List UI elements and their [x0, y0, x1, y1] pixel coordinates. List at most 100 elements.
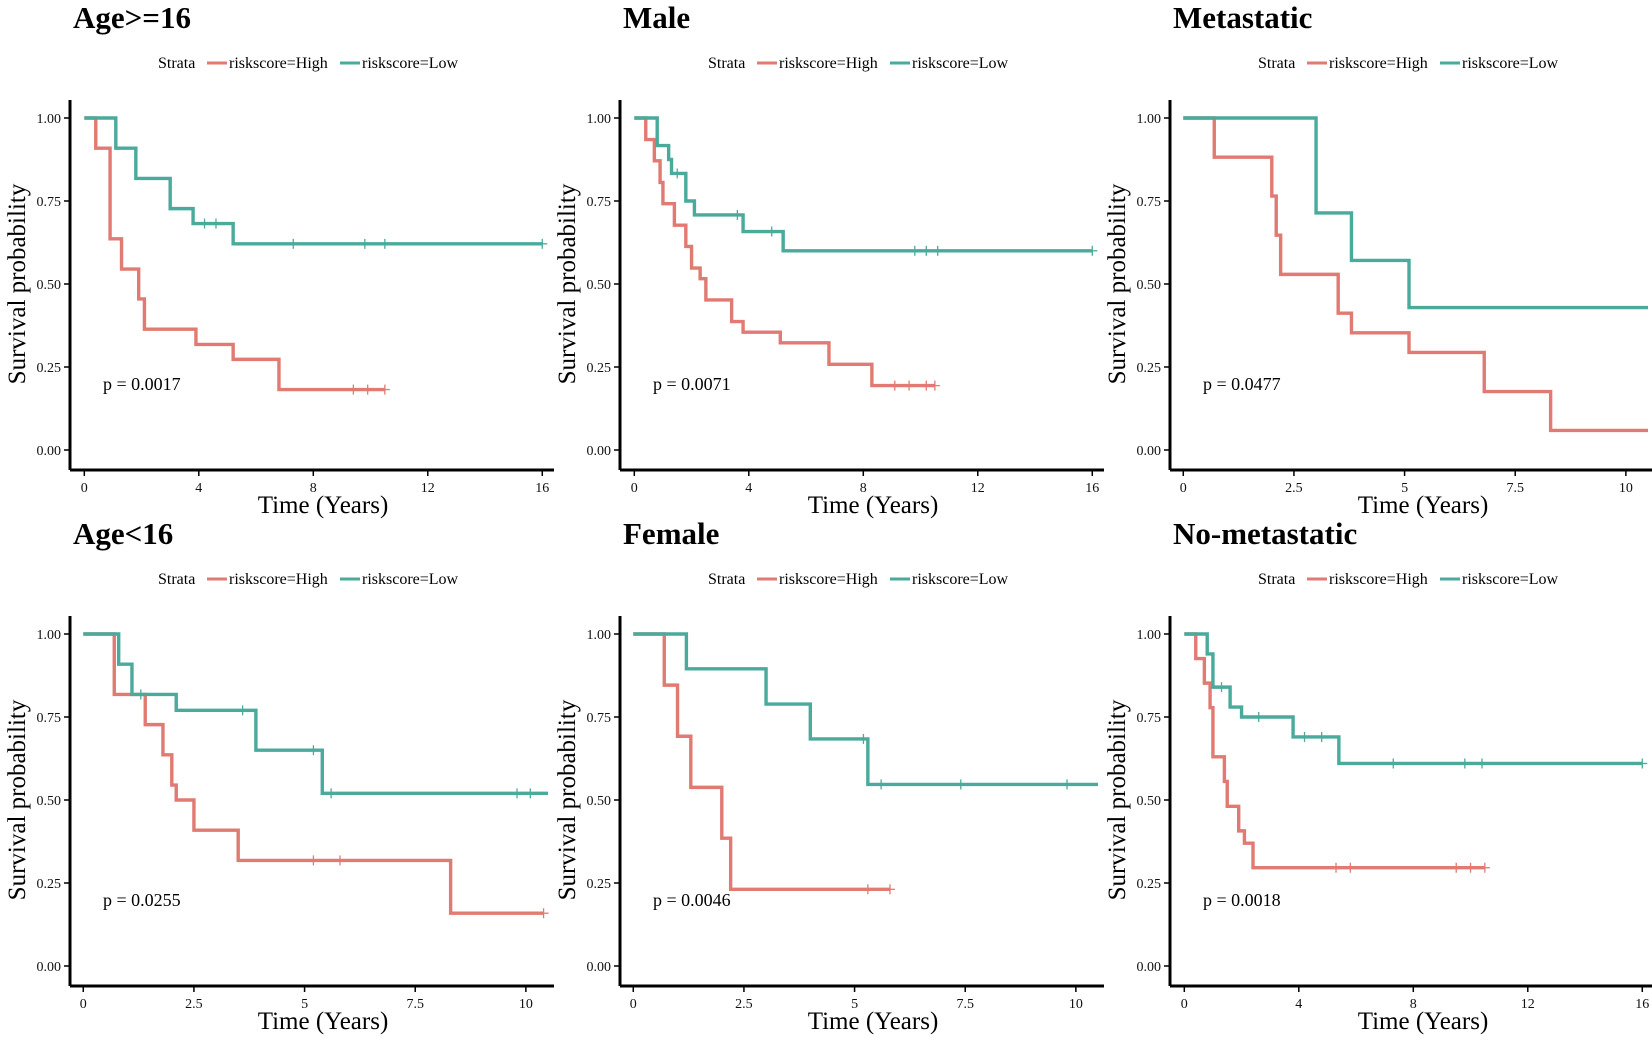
y-axis-title: Survival probability: [1104, 183, 1131, 384]
y-tick-label: 0.75: [37, 195, 62, 210]
x-tick-label: 5: [851, 997, 858, 1012]
y-tick-label: 0.00: [1137, 444, 1162, 459]
y-tick-label: 0.50: [587, 794, 612, 809]
x-axis-title: Time (Years): [808, 492, 939, 519]
x-axis-title: Time (Years): [808, 1008, 939, 1035]
km-panel-5: Female Strata riskscore=High riskscore=Low 0…: [554, 516, 1104, 1035]
curve-low-risk: [84, 116, 543, 246]
x-axis-title: Time (Years): [1358, 1008, 1489, 1035]
y-tick-label: 0.25: [587, 361, 612, 376]
y-tick-label: 0.50: [37, 794, 62, 809]
curve-low-risk: [83, 632, 548, 796]
x-tick-label: 12: [971, 481, 985, 496]
legend: Strata riskscore=High riskscore=Low: [708, 55, 1009, 72]
y-tick-label: 0.75: [1137, 711, 1162, 726]
curve-high-risk: [634, 116, 935, 388]
p-value: p = 0.0255: [103, 890, 181, 910]
curve-low-risk: [1184, 632, 1643, 766]
km-panel-3: Metastatic Strata riskscore=High riskscore=…: [1104, 0, 1652, 519]
y-tick-label: 0.25: [1137, 877, 1162, 892]
x-tick-label: 0: [630, 997, 637, 1012]
legend-entry-low: riskscore=Low: [912, 571, 1009, 588]
y-tick-label: 1.00: [37, 628, 62, 643]
x-tick-label: 0: [631, 481, 638, 496]
legend-entry-high: riskscore=High: [779, 571, 878, 588]
x-tick-label: 2.5: [735, 997, 753, 1012]
y-tick-label: 0.25: [587, 877, 612, 892]
legend-entry-high: riskscore=High: [1329, 55, 1428, 72]
x-tick-label: 10: [1069, 997, 1083, 1012]
y-tick-label: 0.50: [37, 278, 62, 293]
y-tick-label: 0.00: [587, 960, 612, 975]
curve-high-risk: [1183, 116, 1648, 433]
x-tick-label: 10: [1619, 481, 1633, 496]
legend-entry-high: riskscore=High: [779, 55, 878, 72]
legend-title: Strata: [1258, 55, 1295, 72]
x-tick-label: 2.5: [185, 997, 203, 1012]
curve-low-risk: [634, 116, 1093, 253]
legend: Strata riskscore=High riskscore=Low: [158, 55, 459, 72]
x-axis-title: Time (Years): [258, 492, 389, 519]
x-tick-label: 0: [81, 481, 88, 496]
y-tick-label: 1.00: [587, 628, 612, 643]
x-tick-label: 16: [1085, 481, 1099, 496]
x-tick-label: 2.5: [1285, 481, 1303, 496]
x-tick-label: 10: [519, 997, 533, 1012]
x-tick-label: 0: [80, 997, 87, 1012]
p-value: p = 0.0018: [1203, 890, 1281, 910]
y-axis-title: Survival probability: [554, 699, 581, 900]
y-axis-title: Survival probability: [4, 183, 31, 384]
curve-high-risk: [84, 116, 385, 392]
p-value: p = 0.0046: [653, 890, 731, 910]
legend: Strata riskscore=High riskscore=Low: [158, 571, 459, 588]
x-tick-label: 12: [421, 481, 435, 496]
x-tick-label: 0: [1180, 481, 1187, 496]
km-panel-4: Age<16 Strata riskscore=High riskscore=Low 0…: [4, 516, 554, 1035]
x-axis-title: Time (Years): [258, 1008, 389, 1035]
p-value: p = 0.0071: [653, 374, 731, 394]
y-tick-label: 0.75: [587, 711, 612, 726]
y-tick-label: 0.25: [37, 877, 62, 892]
x-tick-label: 5: [1401, 481, 1408, 496]
legend-entry-high: riskscore=High: [229, 55, 328, 72]
x-tick-label: 8: [310, 481, 317, 496]
x-tick-label: 4: [745, 481, 752, 496]
p-value: p = 0.0477: [1203, 374, 1281, 394]
x-tick-label: 16: [1635, 997, 1649, 1012]
legend-title: Strata: [708, 55, 745, 72]
legend-title: Strata: [158, 571, 195, 588]
y-tick-label: 0.50: [587, 278, 612, 293]
curve-high-risk: [633, 632, 890, 892]
y-tick-label: 0.25: [1137, 361, 1162, 376]
panel-title: Metastatic: [1173, 0, 1312, 35]
y-tick-label: 1.00: [37, 112, 62, 127]
y-tick-label: 0.50: [1137, 278, 1162, 293]
legend: Strata riskscore=High riskscore=Low: [708, 571, 1009, 588]
km-panel-6: No-metastatic Strata riskscore=High risksco…: [1104, 516, 1652, 1035]
x-tick-label: 16: [535, 481, 549, 496]
y-axis-title: Survival probability: [554, 183, 581, 384]
legend-entry-low: riskscore=Low: [912, 55, 1009, 72]
km-panel-2: Male Strata riskscore=High riskscore=Low 0.0…: [554, 0, 1104, 519]
x-tick-label: 7.5: [1506, 481, 1524, 496]
x-tick-label: 8: [860, 481, 867, 496]
curve-low-risk: [633, 632, 1098, 787]
x-tick-label: 12: [1521, 997, 1535, 1012]
panel-title: No-metastatic: [1173, 516, 1357, 551]
y-tick-label: 0.00: [587, 444, 612, 459]
x-tick-label: 8: [1410, 997, 1417, 1012]
y-axis-title: Survival probability: [4, 699, 31, 900]
legend-title: Strata: [158, 55, 195, 72]
x-tick-label: 5: [301, 997, 308, 1012]
panel-title: Male: [623, 0, 690, 35]
y-tick-label: 0.75: [587, 195, 612, 210]
curve-high-risk: [83, 632, 544, 915]
y-axis-title: Survival probability: [1104, 699, 1131, 900]
legend-entry-high: riskscore=High: [1329, 571, 1428, 588]
panel-title: Age<16: [73, 516, 173, 551]
x-axis-title: Time (Years): [1358, 492, 1489, 519]
panel-title: Female: [623, 516, 719, 551]
y-tick-label: 0.75: [37, 711, 62, 726]
legend: Strata riskscore=High riskscore=Low: [1258, 55, 1559, 72]
